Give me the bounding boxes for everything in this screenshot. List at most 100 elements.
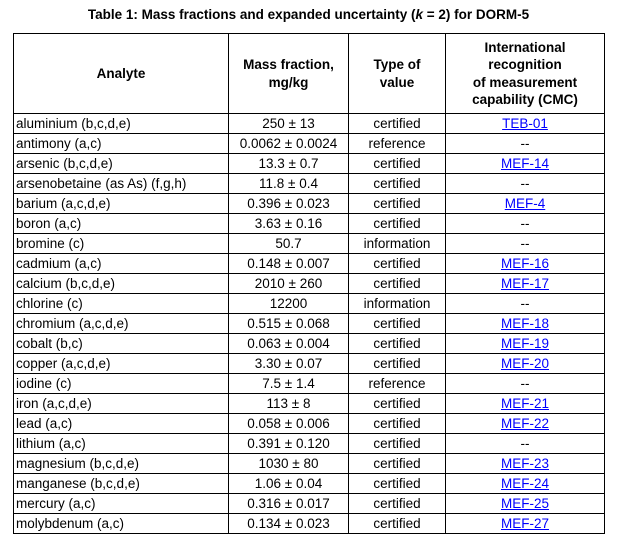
mass-fraction-cell: 250 ± 13 — [228, 113, 349, 135]
table-row: arsenic (b,c,d,e) 13.3 ± 0.7 certified MEF-… — [13, 153, 605, 175]
analyte-cell: lead (a,c) — [13, 413, 229, 435]
header-row: Analyte Mass fraction, mg/kg Type of val… — [13, 33, 605, 115]
analyte-cell: aluminium (b,c,d,e) — [13, 113, 229, 135]
mass-fraction-cell: 113 ± 8 — [228, 393, 349, 415]
cmc-link[interactable]: MEF-4 — [504, 196, 546, 212]
type-of-value-cell: certified — [348, 393, 446, 415]
table-row: iodine (c) 7.5 ± 1.4 reference -- — [13, 373, 605, 395]
type-of-value-cell: certified — [348, 153, 446, 175]
analyte-cell: iron (a,c,d,e) — [13, 393, 229, 415]
table-row: iron (a,c,d,e) 113 ± 8 certified MEF-21 — [13, 393, 605, 415]
table-row: chromium (a,c,d,e) 0.515 ± 0.068 certified… — [13, 313, 605, 335]
cmc-cell: -- — [445, 433, 605, 455]
cmc-cell: -- — [445, 293, 605, 315]
type-of-value-cell: certified — [348, 253, 446, 275]
cmc-dash: -- — [520, 236, 530, 252]
analyte-cell: boron (a,c) — [13, 213, 229, 235]
table-row: lead (a,c) 0.058 ± 0.006 certified MEF-22 — [13, 413, 605, 435]
cmc-link[interactable]: MEF-19 — [500, 336, 549, 352]
table-title: Table 1: Mass fractions and expanded unc… — [0, 0, 617, 33]
cmc-dash: -- — [520, 376, 530, 392]
analyte-cell: chromium (a,c,d,e) — [13, 313, 229, 335]
mass-fraction-cell: 0.0062 ± 0.0024 — [228, 133, 349, 155]
table-row: bromine (c) 50.7 information -- — [13, 233, 605, 255]
table-row: chlorine (c) 12200 information -- — [13, 293, 605, 315]
type-of-value-cell: information — [348, 233, 446, 255]
column-header-analyte: Analyte — [13, 33, 229, 115]
analyte-cell: antimony (a,c) — [13, 133, 229, 155]
cmc-cell: -- — [445, 373, 605, 395]
table-row: antimony (a,c) 0.0062 ± 0.0024 reference -- — [13, 133, 605, 155]
cmc-cell: TEB-01 — [445, 113, 605, 135]
cmc-cell: -- — [445, 233, 605, 255]
cmc-link[interactable]: MEF-21 — [500, 396, 549, 412]
mass-fraction-cell: 3.30 ± 0.07 — [228, 353, 349, 375]
cmc-dash: -- — [520, 436, 530, 452]
cmc-link[interactable]: MEF-23 — [500, 456, 549, 472]
mass-fraction-cell: 1030 ± 80 — [228, 453, 349, 475]
cmc-cell: MEF-19 — [445, 333, 605, 355]
table-row: aluminium (b,c,d,e) 250 ± 13 certified TEB-… — [13, 113, 605, 135]
type-of-value-cell: certified — [348, 313, 446, 335]
cmc-link[interactable]: MEF-22 — [500, 416, 549, 432]
mass-fractions-table: Analyte Mass fraction, mg/kg Type of val… — [13, 33, 605, 534]
table-row: mercury (a,c) 0.316 ± 0.017 certified MEF-2… — [13, 493, 605, 515]
mass-fraction-cell: 2010 ± 260 — [228, 273, 349, 295]
analyte-cell: chlorine (c) — [13, 293, 229, 315]
analyte-cell: barium (a,c,d,e) — [13, 193, 229, 215]
table-row: lithium (a,c) 0.391 ± 0.120 certified -- — [13, 433, 605, 455]
cmc-link[interactable]: MEF-27 — [500, 516, 549, 532]
table-row: calcium (b,c,d,e) 2010 ± 260 certified MEF-… — [13, 273, 605, 295]
analyte-cell: copper (a,c,d,e) — [13, 353, 229, 375]
mass-fraction-cell: 50.7 — [228, 233, 349, 255]
cmc-link[interactable]: MEF-20 — [500, 356, 549, 372]
type-of-value-cell: information — [348, 293, 446, 315]
cmc-link[interactable]: TEB-01 — [502, 116, 548, 132]
mass-fraction-cell: 0.391 ± 0.120 — [228, 433, 349, 455]
type-of-value-cell: certified — [348, 273, 446, 295]
cmc-link[interactable]: MEF-25 — [500, 496, 549, 512]
cmc-link[interactable]: MEF-18 — [500, 316, 549, 332]
table-row: arsenobetaine (as As) (f,g,h) 11.8 ± 0.4 c… — [13, 173, 605, 195]
cmc-link[interactable]: MEF-14 — [500, 156, 549, 172]
type-of-value-cell: certified — [348, 453, 446, 475]
analyte-cell: calcium (b,c,d,e) — [13, 273, 229, 295]
type-of-value-cell: certified — [348, 413, 446, 435]
cmc-cell: MEF-14 — [445, 153, 605, 175]
mass-fraction-cell: 11.8 ± 0.4 — [228, 173, 349, 195]
cmc-link[interactable]: MEF-24 — [500, 476, 549, 492]
table-body: aluminium (b,c,d,e) 250 ± 13 certified TEB-… — [13, 113, 605, 534]
cmc-cell: MEF-24 — [445, 473, 605, 495]
analyte-cell: lithium (a,c) — [13, 433, 229, 455]
table-row: magnesium (b,c,d,e) 1030 ± 80 certified MEF… — [13, 453, 605, 475]
type-of-value-cell: certified — [348, 113, 446, 135]
table-title-text-end: = 2) for DORM-5 — [422, 7, 530, 22]
table-title-text: Table 1: Mass fractions and expanded unc… — [87, 7, 416, 22]
type-of-value-cell: certified — [348, 353, 446, 375]
cmc-link[interactable]: MEF-17 — [500, 276, 549, 292]
mass-fraction-cell: 12200 — [228, 293, 349, 315]
table-row: molybdenum (a,c) 0.134 ± 0.023 certified ME… — [13, 513, 605, 534]
table-row: manganese (b,c,d,e) 1.06 ± 0.04 certified M… — [13, 473, 605, 495]
mass-fraction-cell: 0.396 ± 0.023 — [228, 193, 349, 215]
analyte-cell: mercury (a,c) — [13, 493, 229, 515]
cmc-dash: -- — [520, 216, 530, 232]
type-of-value-cell: certified — [348, 213, 446, 235]
column-header-mass-fraction: Mass fraction, mg/kg — [228, 33, 349, 115]
cmc-dash: -- — [520, 296, 530, 312]
column-header-type-of-value: Type of value — [348, 33, 446, 115]
type-of-value-cell: certified — [348, 473, 446, 495]
table-row: boron (a,c) 3.63 ± 0.16 certified -- — [13, 213, 605, 235]
table-row: cadmium (a,c) 0.148 ± 0.007 certified MEF-1… — [13, 253, 605, 275]
analyte-cell: bromine (c) — [13, 233, 229, 255]
analyte-cell: cadmium (a,c) — [13, 253, 229, 275]
analyte-cell: arsenic (b,c,d,e) — [13, 153, 229, 175]
cmc-cell: MEF-4 — [445, 193, 605, 215]
type-of-value-cell: certified — [348, 493, 446, 515]
cmc-link[interactable]: MEF-16 — [500, 256, 549, 272]
mass-fraction-cell: 1.06 ± 0.04 — [228, 473, 349, 495]
cmc-cell: MEF-20 — [445, 353, 605, 375]
mass-fraction-cell: 3.63 ± 0.16 — [228, 213, 349, 235]
cmc-cell: -- — [445, 213, 605, 235]
mass-fraction-cell: 0.316 ± 0.017 — [228, 493, 349, 515]
